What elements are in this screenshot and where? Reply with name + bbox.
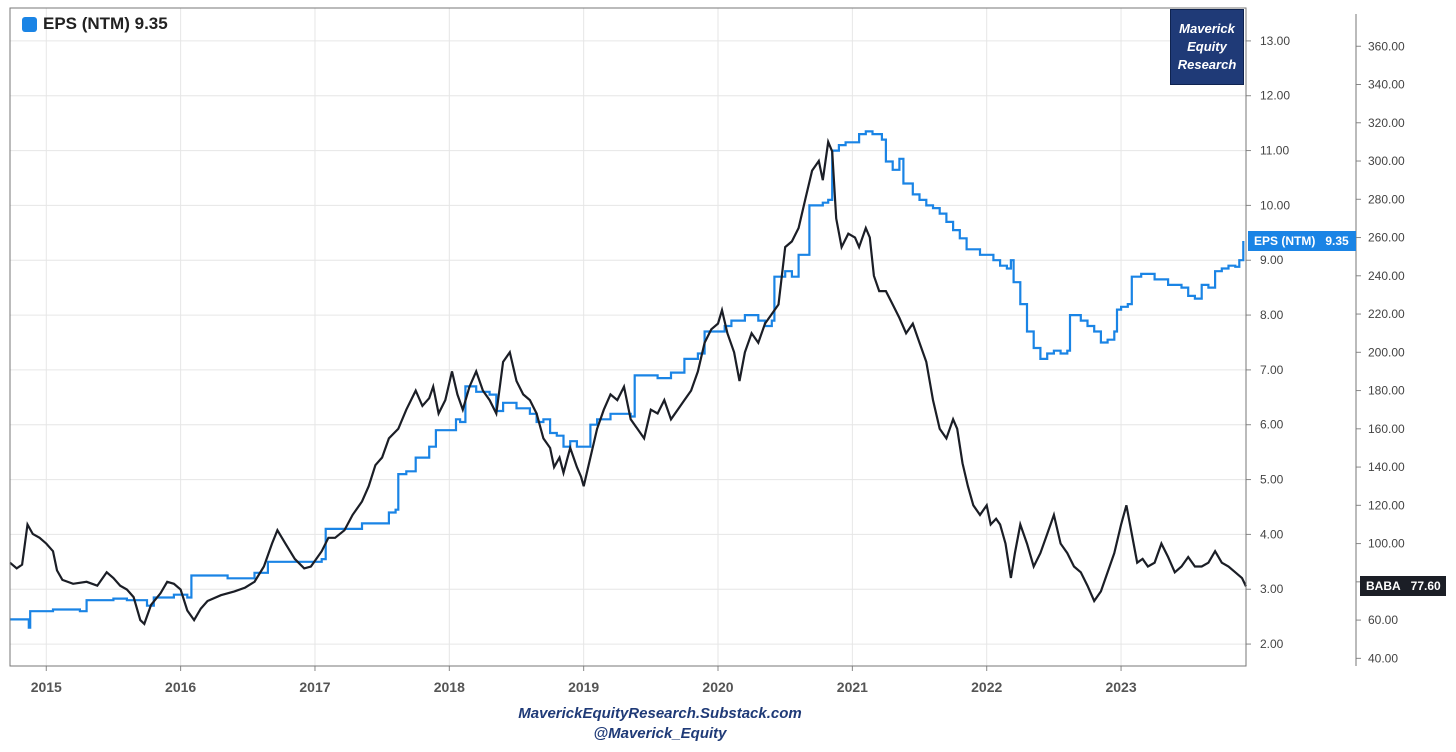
legend-swatch — [22, 16, 37, 32]
baba-price-line — [9, 137, 1247, 626]
eps-value-tag: EPS (NTM) 9.35 — [1248, 231, 1356, 252]
eps-tick-label: 4.00 — [1260, 527, 1284, 541]
brand-logo: Maverick Equity Research — [1170, 9, 1244, 85]
eps-tick-label: 2.00 — [1260, 637, 1284, 651]
plot-frame — [9, 7, 1247, 667]
price-tick-label: 60.00 — [1368, 613, 1398, 627]
brand-line-2: Equity — [1187, 39, 1227, 54]
price-tick-label: 40.00 — [1368, 651, 1398, 665]
eps-tick-label: 9.00 — [1260, 253, 1284, 267]
price-tick-label: 320.00 — [1368, 116, 1405, 130]
eps-tick-label: 6.00 — [1260, 418, 1284, 432]
eps-tick-label: 8.00 — [1260, 308, 1284, 322]
eps-tick-label: 3.00 — [1260, 582, 1284, 596]
legend-value: 9.35 — [134, 14, 168, 33]
eps-tick-label: 11.00 — [1260, 144, 1289, 158]
price-tick-label: 100.00 — [1368, 537, 1405, 551]
eps-tag-label: EPS (NTM) — [1254, 234, 1316, 249]
x-tick-label: 2018 — [434, 679, 465, 695]
x-axis-ticks: 2015 2016 2017 2018 2019 2020 2021 2022 2023 — [31, 666, 1137, 695]
x-tick-label: 2017 — [299, 679, 330, 695]
brand-line-3: Research — [1177, 57, 1237, 72]
x-tick-label: 2021 — [837, 679, 868, 695]
x-tick-label: 2022 — [971, 679, 1002, 695]
price-tick-label: 340.00 — [1368, 78, 1405, 92]
price-tick-label: 200.00 — [1368, 345, 1405, 359]
price-tick-label: 280.00 — [1368, 192, 1405, 206]
price-tick-label: 120.00 — [1368, 498, 1405, 512]
eps-tick-label: 10.00 — [1260, 198, 1290, 212]
eps-ntm-line — [10, 130, 1245, 629]
footer-handle: @Maverick_Equity — [593, 725, 727, 742]
legend: EPS (NTM) 9.35 — [22, 14, 168, 34]
brand-line-1: Maverick — [1179, 21, 1235, 36]
eps-tag-value: 9.35 — [1325, 234, 1349, 249]
x-tick-label: 2023 — [1105, 679, 1136, 695]
price-tick-label: 220.00 — [1368, 307, 1405, 321]
price-tick-label: 240.00 — [1368, 269, 1405, 283]
baba-tag-label: BABA — [1366, 579, 1401, 594]
baba-price-tag: BABA 77.60 — [1360, 576, 1446, 597]
eps-tick-label: 12.00 — [1260, 89, 1290, 103]
price-axis-ticks: 40.0060.0080.00100.00120.00140.00160.001… — [1356, 39, 1405, 665]
price-tick-label: 160.00 — [1368, 422, 1405, 436]
eps-axis-ticks: 2.00 3.00 4.00 5.00 6.00 7.00 8.00 9.00 10.00 11.… — [1246, 34, 1290, 651]
x-tick-label: 2020 — [702, 679, 733, 695]
eps-tick-label: 5.00 — [1260, 473, 1284, 487]
x-tick-label: 2019 — [568, 679, 599, 695]
eps-tick-label: 13.00 — [1260, 34, 1290, 48]
grid — [10, 8, 1246, 666]
price-tick-label: 300.00 — [1368, 154, 1405, 168]
baba-tag-value: 77.60 — [1410, 579, 1441, 594]
price-tick-label: 360.00 — [1368, 39, 1405, 53]
x-tick-label: 2016 — [165, 679, 196, 695]
price-tick-label: 260.00 — [1368, 231, 1405, 245]
price-tick-label: 180.00 — [1368, 384, 1405, 398]
price-tick-label: 140.00 — [1368, 460, 1405, 474]
eps-tick-label: 7.00 — [1260, 363, 1284, 377]
footer-website: MaverickEquityResearch.Substack.com — [518, 705, 802, 722]
x-tick-label: 2015 — [31, 679, 62, 695]
legend-label: EPS (NTM) — [43, 14, 130, 33]
